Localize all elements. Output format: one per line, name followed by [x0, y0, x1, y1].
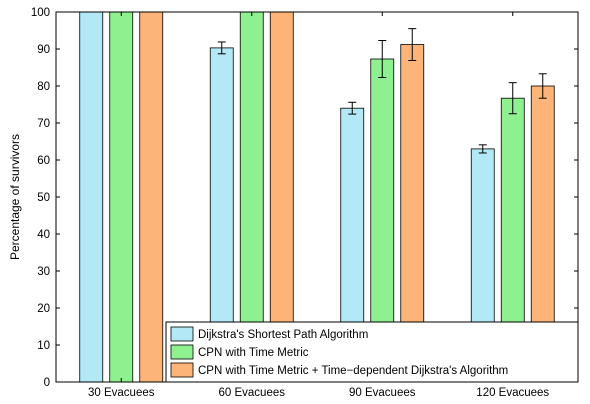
legend-item: CPN with Time Metric + Time−dependent Di… — [170, 362, 508, 378]
y-axis: 0 10 20 30 40 50 60 70 80 90 100 — [31, 7, 578, 389]
y-axis-label: Percentage of survivors — [8, 134, 22, 260]
bar — [79, 11, 104, 383]
error-bar — [508, 82, 517, 115]
y-tick-label: 50 — [37, 192, 50, 204]
y-tick-label: 40 — [37, 229, 50, 241]
bar — [109, 11, 134, 383]
bars-layer — [79, 11, 555, 383]
legend-label: CPN with Time Metric + Time−dependent Di… — [198, 365, 508, 377]
legend-item: Dijkstra's Shortest Path Algorithm — [170, 326, 368, 342]
legend-swatch — [170, 344, 194, 360]
legend-label: CPN with Time Metric — [198, 347, 309, 359]
y-tick-label: 10 — [37, 340, 50, 352]
x-tick-label: 60 Evacuees — [219, 387, 286, 399]
y-tick-label: 30 — [37, 266, 50, 278]
error-bar — [538, 73, 547, 99]
y-tick-label: 90 — [37, 44, 50, 56]
y-tick-label: 80 — [37, 81, 50, 93]
x-tick-label: 90 Evacuees — [349, 387, 416, 399]
y-tick-label: 0 — [44, 377, 50, 389]
legend-swatch — [170, 326, 194, 342]
x-tick-label: 30 Evacuees — [88, 387, 155, 399]
legend-swatch — [170, 362, 194, 378]
y-tick-label: 70 — [37, 118, 50, 130]
error-bar — [217, 41, 226, 55]
error-bar — [408, 28, 417, 61]
legend: Dijkstra's Shortest Path Algorithm CPN wi… — [165, 321, 579, 383]
y-tick-label: 100 — [31, 7, 50, 19]
y-tick-label: 20 — [37, 303, 50, 315]
x-axis: 30 Evacuees 60 Evacuees 90 Evacuees 120 Eva… — [88, 12, 549, 399]
error-bars-layer — [217, 28, 547, 154]
error-bar — [348, 101, 357, 115]
bar — [139, 11, 164, 383]
error-bar — [478, 144, 487, 154]
x-tick-label: 120 Evacuees — [476, 387, 549, 399]
y-tick-label: 60 — [37, 155, 50, 167]
legend-item: CPN with Time Metric — [170, 344, 309, 360]
legend-label: Dijkstra's Shortest Path Algorithm — [198, 329, 368, 341]
legend-box — [165, 321, 579, 383]
error-bar — [378, 39, 387, 78]
